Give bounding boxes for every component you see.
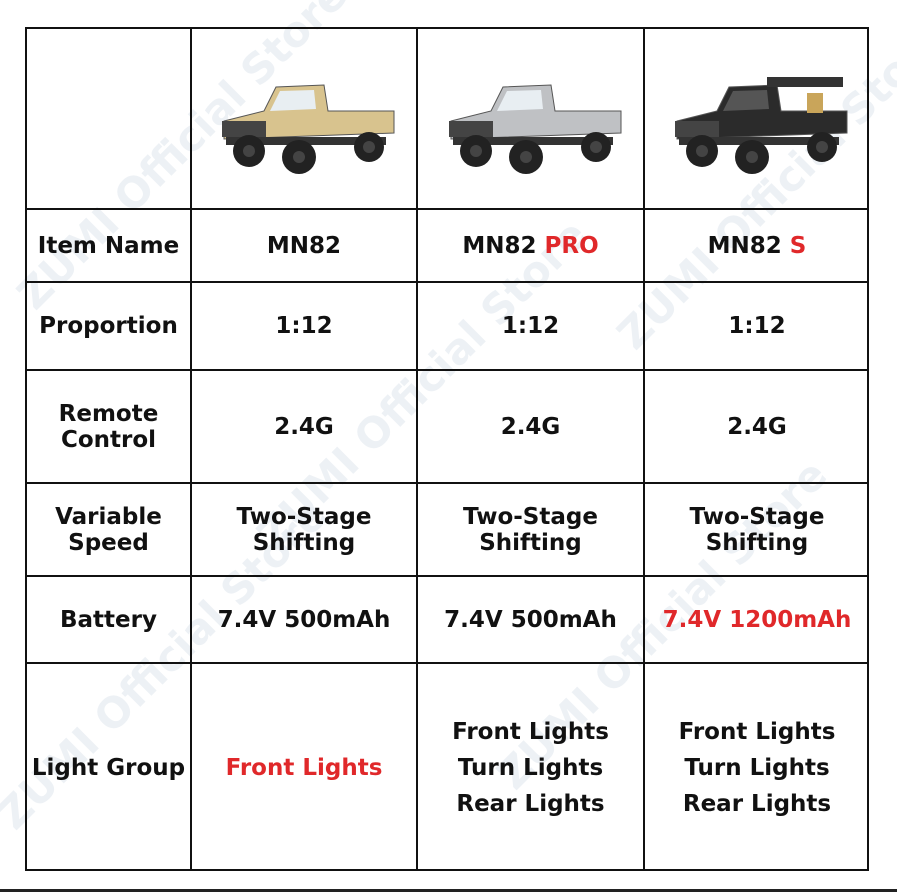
spec-value: 1:12 — [501, 313, 560, 339]
product-image-mn82-s — [645, 29, 869, 208]
truck-black-image — [675, 76, 848, 174]
spec-value: 7.4V 1200mAh — [662, 606, 852, 633]
spec-value: 1:12 — [275, 313, 333, 339]
comparison-table: Item Name MN82 MN82 PRO MN82 S Proportio… — [25, 27, 869, 871]
row-label: Variable Speed — [55, 503, 162, 556]
row-label: Remote Control — [58, 400, 159, 453]
truck-beige-image — [222, 83, 395, 174]
spec-value: Front Lights — [225, 754, 383, 781]
spec-value: Front Lights Turn Lights Rear Lights — [452, 718, 609, 817]
spec-value: 7.4V 500mAh — [217, 606, 391, 633]
product-image-mn82-pro — [418, 29, 643, 208]
product-name: MN82 — [266, 232, 342, 259]
spec-value: Two-Stage Shifting — [463, 503, 598, 556]
spec-value: Front Lights Turn Lights Rear Lights — [678, 718, 836, 817]
product-suffix: S — [789, 232, 807, 259]
spec-value: 2.4G — [727, 413, 787, 440]
spec-value: Two-Stage Shifting — [689, 503, 825, 556]
product-suffix: PRO — [544, 232, 599, 259]
spec-value: 1:12 — [728, 313, 786, 339]
spec-value: Two-Stage Shifting — [236, 503, 372, 556]
spec-value: 2.4G — [500, 413, 561, 440]
item-name-mn82: MN82 — [192, 210, 416, 281]
spec-value: 7.4V 500mAh — [444, 606, 617, 633]
bottom-divider — [0, 889, 897, 892]
spec-value: 2.4G — [274, 413, 334, 440]
row-label: Battery — [60, 606, 157, 633]
row-label: Proportion — [39, 313, 178, 339]
product-image-mn82 — [192, 29, 416, 208]
row-label-item-name: Item Name — [37, 232, 180, 259]
row-label: Light Group — [31, 754, 186, 781]
product-name: MN82 — [462, 232, 537, 259]
truck-silver-image — [448, 83, 621, 174]
item-name-mn82-pro: MN82 PRO — [418, 210, 643, 281]
product-name: MN82 — [707, 232, 782, 259]
item-name-mn82-s: MN82 S — [645, 210, 869, 281]
